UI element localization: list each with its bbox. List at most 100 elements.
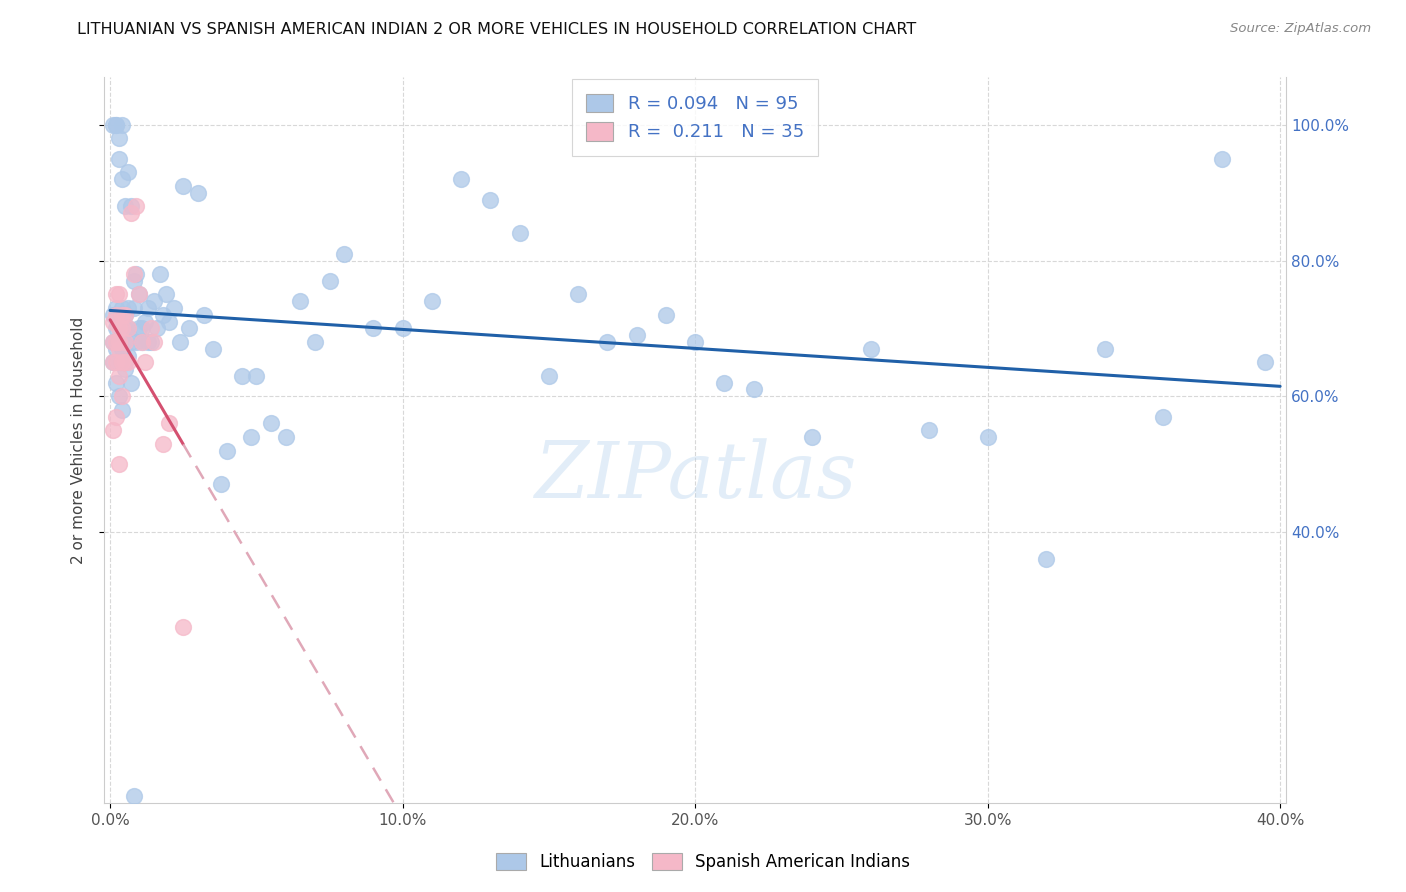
Point: [117, 321, 139, 335]
Point: [114, 355, 136, 369]
Point: [111, 389, 134, 403]
Point: [111, 172, 134, 186]
Point: [391, 321, 413, 335]
Point: [122, 301, 145, 315]
Point: [108, 315, 131, 329]
Point: [1035, 552, 1057, 566]
Point: [101, 423, 124, 437]
Point: [125, 199, 148, 213]
Point: [108, 287, 131, 301]
Point: [108, 457, 131, 471]
Point: [101, 355, 124, 369]
Point: [105, 355, 128, 369]
Point: [120, 206, 142, 220]
Point: [1094, 342, 1116, 356]
Point: [155, 287, 177, 301]
Point: [683, 334, 706, 349]
Point: [105, 334, 128, 349]
Point: [101, 334, 124, 349]
Point: [105, 409, 128, 424]
Point: [742, 383, 765, 397]
Point: [217, 443, 239, 458]
Point: [274, 430, 297, 444]
Point: [111, 321, 134, 335]
Point: [136, 301, 159, 315]
Point: [117, 349, 139, 363]
Point: [128, 287, 150, 301]
Point: [131, 321, 153, 335]
Point: [157, 417, 180, 431]
Point: [108, 334, 131, 349]
Point: [114, 355, 136, 369]
Point: [128, 321, 150, 335]
Point: [596, 334, 619, 349]
Point: [105, 321, 128, 335]
Point: [290, 294, 312, 309]
Point: [859, 342, 882, 356]
Y-axis label: 2 or more Vehicles in Household: 2 or more Vehicles in Household: [72, 317, 86, 564]
Point: [105, 287, 128, 301]
Point: [143, 294, 166, 309]
Point: [111, 402, 134, 417]
Point: [122, 267, 145, 281]
Point: [105, 301, 128, 315]
Point: [626, 328, 648, 343]
Point: [114, 334, 136, 349]
Point: [128, 287, 150, 301]
Point: [117, 165, 139, 179]
Point: [420, 294, 443, 309]
Point: [239, 430, 262, 444]
Point: [143, 334, 166, 349]
Point: [918, 423, 941, 437]
Point: [105, 376, 128, 390]
Point: [187, 186, 209, 200]
Point: [101, 355, 124, 369]
Point: [152, 436, 174, 450]
Point: [125, 334, 148, 349]
Point: [111, 118, 134, 132]
Point: [136, 334, 159, 349]
Point: [122, 274, 145, 288]
Point: [122, 789, 145, 804]
Point: [111, 301, 134, 315]
Point: [108, 355, 131, 369]
Point: [117, 301, 139, 315]
Point: [333, 247, 356, 261]
Point: [655, 308, 678, 322]
Point: [105, 308, 128, 322]
Point: [134, 355, 156, 369]
Point: [111, 308, 134, 322]
Point: [114, 334, 136, 349]
Point: [120, 199, 142, 213]
Text: LITHUANIAN VS SPANISH AMERICAN INDIAN 2 OR MORE VEHICLES IN HOUSEHOLD CORRELATIO: LITHUANIAN VS SPANISH AMERICAN INDIAN 2 …: [77, 22, 917, 37]
Point: [114, 199, 136, 213]
Point: [114, 321, 136, 335]
Point: [169, 334, 191, 349]
Point: [111, 342, 134, 356]
Point: [120, 334, 142, 349]
Point: [108, 334, 131, 349]
Point: [976, 430, 998, 444]
Point: [152, 308, 174, 322]
Point: [101, 118, 124, 132]
Point: [108, 368, 131, 383]
Point: [108, 131, 131, 145]
Point: [114, 362, 136, 376]
Point: [105, 118, 128, 132]
Point: [120, 376, 142, 390]
Point: [101, 315, 124, 329]
Point: [114, 308, 136, 322]
Point: [134, 315, 156, 329]
Point: [108, 389, 131, 403]
Point: [157, 315, 180, 329]
Point: [231, 368, 253, 383]
Point: [131, 334, 153, 349]
Point: [509, 227, 531, 241]
Point: [101, 308, 124, 322]
Point: [105, 342, 128, 356]
Point: [146, 321, 169, 335]
Point: [108, 321, 131, 335]
Point: [172, 620, 194, 634]
Point: [179, 321, 201, 335]
Text: ZIPatlas: ZIPatlas: [534, 439, 856, 515]
